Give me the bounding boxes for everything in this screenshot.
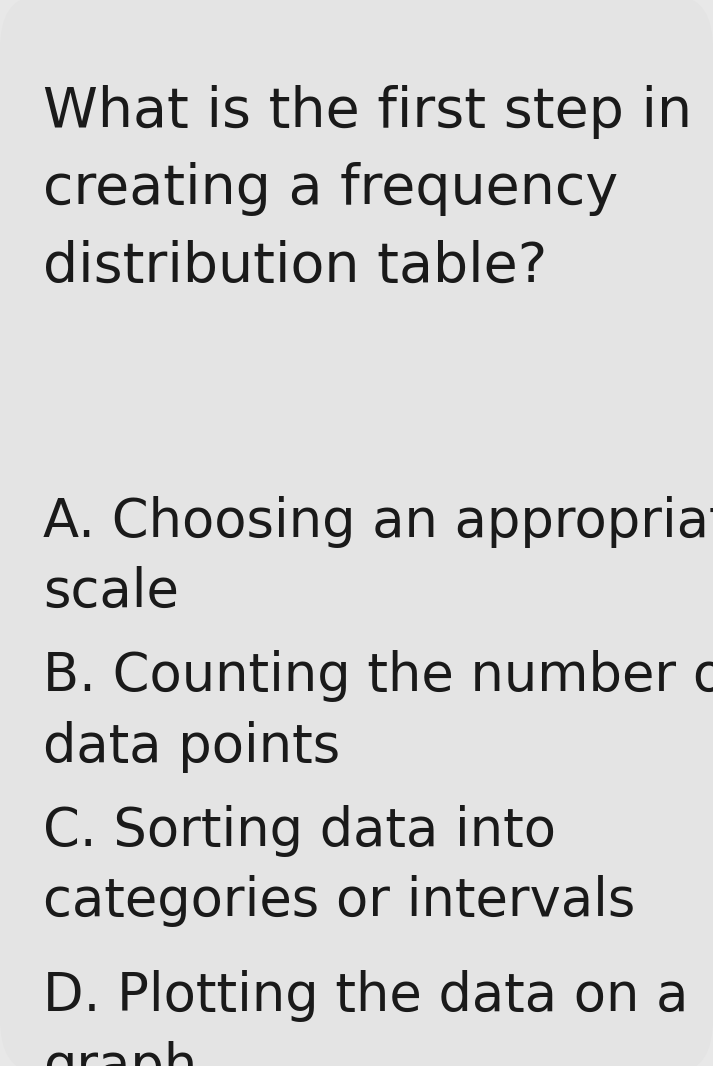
Text: A. Choosing an appropriate
scale: A. Choosing an appropriate scale (43, 496, 713, 618)
Text: C. Sorting data into
categories or intervals: C. Sorting data into categories or inter… (43, 805, 635, 927)
Text: What is the first step in
creating a frequency
distribution table?: What is the first step in creating a fre… (43, 85, 692, 293)
Text: B. Counting the number of
data points: B. Counting the number of data points (43, 650, 713, 773)
Text: D. Plotting the data on a
graph: D. Plotting the data on a graph (43, 970, 688, 1066)
